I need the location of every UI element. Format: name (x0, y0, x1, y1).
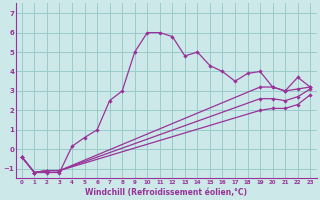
X-axis label: Windchill (Refroidissement éolien,°C): Windchill (Refroidissement éolien,°C) (85, 188, 247, 197)
